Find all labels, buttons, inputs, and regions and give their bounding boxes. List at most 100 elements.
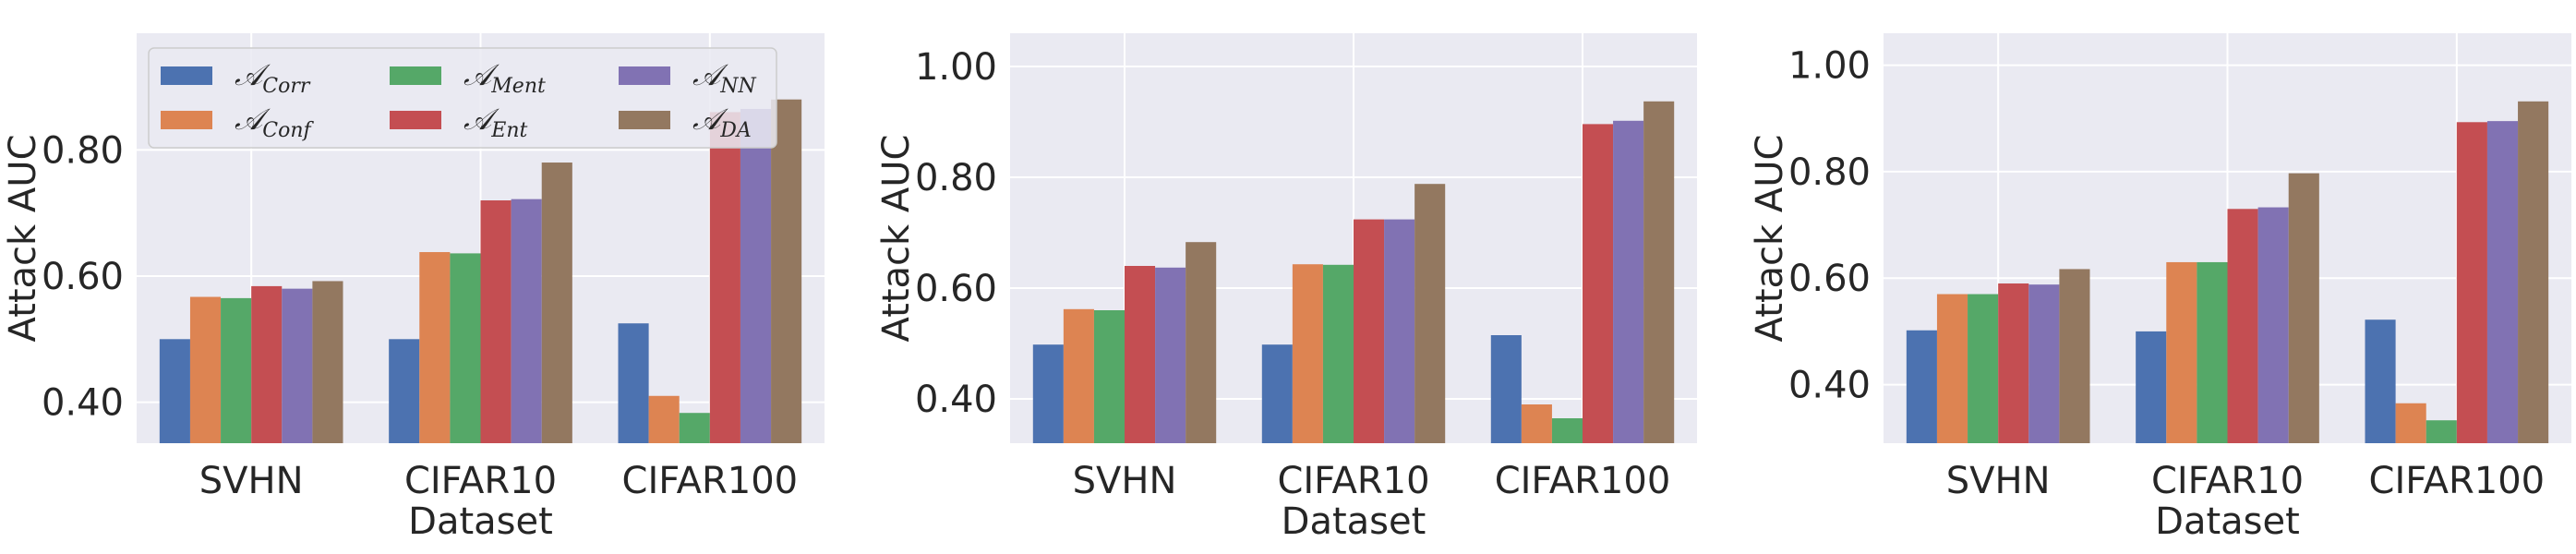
y-tick-label: 1.00 <box>1788 45 1871 88</box>
bar-ent-cifar100 <box>2456 122 2487 444</box>
bar-ent-cifar10 <box>480 200 512 443</box>
y-tick-label: 1.00 <box>915 46 997 89</box>
bar-ment-cifar100 <box>679 413 710 443</box>
legend-swatch-corr <box>161 66 212 85</box>
legend-subscript: DA <box>719 119 752 142</box>
bar-ent-svhn <box>251 285 283 443</box>
bar-corr-cifar100 <box>618 323 649 443</box>
bar-corr-cifar10 <box>2136 331 2167 443</box>
legend-swatch-ent <box>390 111 441 129</box>
y-tick-label: 0.40 <box>1788 365 1871 407</box>
bar-conf-cifar100 <box>1521 404 1552 443</box>
bar-nn-cifar10 <box>1384 219 1415 443</box>
y-tick-label: 0.80 <box>1788 151 1871 194</box>
y-tick-label: 0.40 <box>42 382 124 425</box>
x-tick-label: CIFAR100 <box>622 460 799 502</box>
bar-nn-cifar100 <box>740 108 772 443</box>
x-tick-label: CIFAR100 <box>2369 460 2546 502</box>
bar-ent-svhn <box>1125 266 1156 443</box>
bar-corr-svhn <box>159 339 190 443</box>
bar-da-cifar100 <box>2518 101 2549 443</box>
bar-da-cifar100 <box>1643 101 1675 444</box>
x-tick-label: SVHN <box>1946 460 2051 502</box>
bar-ment-cifar10 <box>2197 261 2228 443</box>
bar-corr-cifar100 <box>2365 319 2396 443</box>
y-tick-label: 0.60 <box>915 268 997 310</box>
y-axis-label: Attack AUC <box>1749 135 1791 343</box>
legend-swatch-ment <box>390 66 441 85</box>
bar-conf-cifar10 <box>1292 264 1323 443</box>
bar-ment-svhn <box>1968 294 1999 443</box>
legend-subscript: Corr <box>262 75 311 98</box>
legend-label-da: 𝒜DA <box>692 102 752 142</box>
x-axis-label: Dataset <box>2155 500 2300 543</box>
bar-da-cifar10 <box>2288 173 2319 443</box>
legend-subscript: Ent <box>490 119 527 142</box>
y-tick-label: 0.80 <box>915 157 997 199</box>
bar-conf-svhn <box>189 296 222 443</box>
chart-panel-1: 0.40 0.60 0.80 SVHN CIFAR10 CIFAR100 Dataset At… <box>2 33 825 543</box>
bar-ment-cifar100 <box>1551 418 1583 443</box>
legend-swatch-nn <box>619 66 670 85</box>
legend-subscript: Conf <box>262 119 314 142</box>
bar-da-svhn <box>2059 269 2090 443</box>
bar-corr-cifar10 <box>389 339 420 443</box>
bar-conf-svhn <box>1063 308 1094 443</box>
bar-conf-cifar10 <box>2166 261 2197 443</box>
x-tick-label: CIFAR10 <box>1277 460 1429 502</box>
bar-ment-cifar10 <box>450 253 481 443</box>
y-tick-label: 0.60 <box>42 256 124 298</box>
bar-nn-cifar10 <box>511 199 542 443</box>
bar-conf-svhn <box>1936 294 1968 443</box>
legend-swatch-conf <box>161 111 212 129</box>
legend-label-nn: 𝒜NN <box>692 57 757 98</box>
y-tick-label: 0.80 <box>42 129 124 172</box>
bar-da-svhn <box>312 281 343 443</box>
bar-ent-cifar10 <box>2227 209 2258 443</box>
legend-subscript: Ment <box>490 75 546 98</box>
bar-ent-cifar100 <box>1583 124 1614 443</box>
x-tick-label: SVHN <box>199 460 304 502</box>
x-tick-label: SVHN <box>1073 460 1177 502</box>
bar-corr-svhn <box>1906 330 1937 443</box>
bar-corr-svhn <box>1032 344 1064 443</box>
y-tick-label: 0.60 <box>1788 258 1871 300</box>
bar-da-cifar10 <box>1414 184 1446 443</box>
y-axis-label: Attack AUC <box>2 135 44 343</box>
bar-da-cifar100 <box>771 99 802 443</box>
bar-ent-svhn <box>1998 283 2029 443</box>
bar-ment-svhn <box>221 297 252 443</box>
x-tick-label: CIFAR100 <box>1495 460 1671 502</box>
y-axis-label: Attack AUC <box>875 135 918 343</box>
bar-corr-cifar10 <box>1261 344 1293 443</box>
bar-conf-cifar10 <box>419 252 451 443</box>
bar-conf-cifar100 <box>648 395 680 443</box>
bar-nn-svhn <box>1155 267 1186 443</box>
x-axis-label: Dataset <box>1282 500 1426 543</box>
chart-panel-2: 0.40 0.60 0.80 1.00 SVHN CIFAR10 CIFAR100 Datas… <box>875 33 1697 543</box>
bar-ment-cifar100 <box>2426 420 2457 443</box>
legend-label-corr: 𝒜Corr <box>235 57 311 98</box>
bar-nn-cifar10 <box>2257 207 2289 443</box>
bar-da-cifar10 <box>541 163 572 443</box>
bar-ment-cifar10 <box>1322 264 1354 443</box>
bar-nn-cifar100 <box>1613 120 1644 444</box>
bar-ent-cifar10 <box>1354 219 1385 443</box>
bar-nn-cifar100 <box>2486 121 2519 443</box>
legend-swatch-da <box>619 111 670 129</box>
bar-ment-svhn <box>1093 310 1125 443</box>
chart-panel-3: 0.40 0.60 0.80 1.00 SVHN CIFAR10 CIFAR100 Datas… <box>1749 33 2571 543</box>
y-tick-label: 0.40 <box>915 379 997 421</box>
bar-corr-cifar100 <box>1490 335 1522 443</box>
bar-da-svhn <box>1186 242 1217 443</box>
bar-conf-cifar100 <box>2395 403 2426 443</box>
bar-nn-svhn <box>2028 284 2060 443</box>
x-tick-label: CIFAR10 <box>2151 460 2304 502</box>
x-axis-label: Dataset <box>408 500 553 543</box>
bar-nn-svhn <box>282 288 313 443</box>
x-tick-label: CIFAR10 <box>404 460 557 502</box>
legend-subscript: NN <box>719 75 756 98</box>
bar-ent-cifar100 <box>709 112 740 443</box>
